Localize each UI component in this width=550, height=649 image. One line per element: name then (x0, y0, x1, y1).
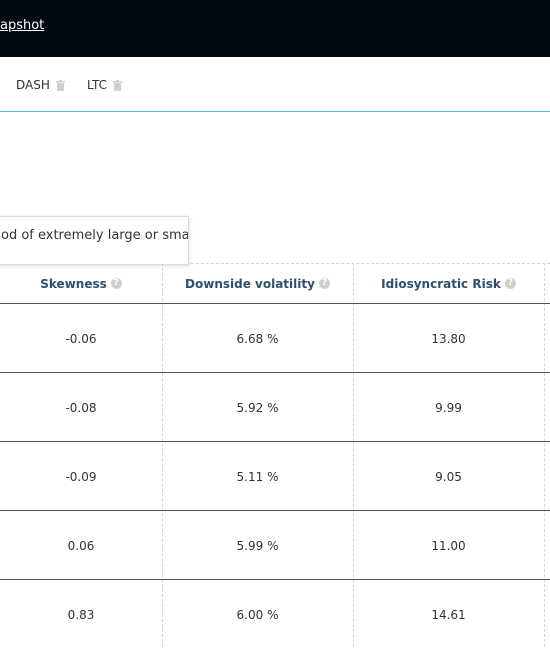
idiosyncratic-risk-cell: 9.99 (435, 400, 462, 415)
table-header: Skewness ? Downside volatility ? Idiosyn… (0, 263, 550, 304)
column-divider (353, 263, 354, 647)
help-icon[interactable]: ? (318, 278, 330, 289)
snapshot-link[interactable]: apshot (0, 18, 45, 33)
column-header-downside-volatility[interactable]: Downside volatility ? (162, 263, 353, 304)
trash-icon[interactable] (55, 79, 65, 91)
idiosyncratic-risk-cell: 9.05 (435, 469, 462, 484)
skewness-cell: -0.06 (65, 331, 97, 346)
column-header-idiosyncratic-risk[interactable]: Idiosyncratic Risk ? (353, 263, 544, 304)
tab-label: DASH (16, 78, 50, 92)
help-icon[interactable]: ? (110, 278, 122, 289)
downside-volatility-cell: 5.11 % (236, 469, 279, 484)
downside-volatility-cell: 5.92 % (236, 400, 279, 415)
help-tooltip: od of extremely large or small (0, 216, 189, 265)
downside-volatility-cell: 6.00 % (236, 607, 279, 622)
table-row: 0.06 5.99 % 11.00 (0, 511, 550, 580)
idiosyncratic-risk-cell: 14.61 (431, 607, 466, 622)
table-row: -0.06 6.68 % 13.80 (0, 304, 550, 373)
tab-dash[interactable]: DASH (16, 76, 65, 94)
idiosyncratic-risk-cell: 11.00 (431, 538, 466, 553)
tab-ltc[interactable]: LTC (87, 76, 123, 94)
skewness-cell: -0.09 (65, 469, 97, 484)
table-row: -0.09 5.11 % 9.05 (0, 442, 550, 511)
top-bar: apshot (0, 0, 550, 57)
table-top-border (0, 263, 550, 264)
downside-volatility-cell: 5.99 % (236, 538, 279, 553)
skewness-cell: -0.08 (65, 400, 97, 415)
column-divider (162, 263, 163, 647)
column-header-skewness[interactable]: Skewness ? (0, 263, 162, 304)
downside-volatility-cell: 6.68 % (236, 331, 279, 346)
tab-label: LTC (87, 78, 108, 92)
skewness-cell: 0.06 (67, 538, 95, 553)
table-row: -0.08 5.92 % 9.99 (0, 373, 550, 442)
help-icon[interactable]: ? (504, 278, 516, 289)
metrics-table: Skewness ? Downside volatility ? Idiosyn… (0, 263, 550, 647)
column-divider (544, 263, 545, 647)
table-row: 0.83 6.00 % 14.61 (0, 580, 550, 649)
skewness-cell: 0.83 (67, 607, 95, 622)
idiosyncratic-risk-cell: 13.80 (431, 331, 466, 346)
trash-icon[interactable] (113, 79, 123, 91)
asset-tabs: DASH LTC (0, 57, 550, 112)
tooltip-text: od of extremely large or small (1, 228, 189, 243)
